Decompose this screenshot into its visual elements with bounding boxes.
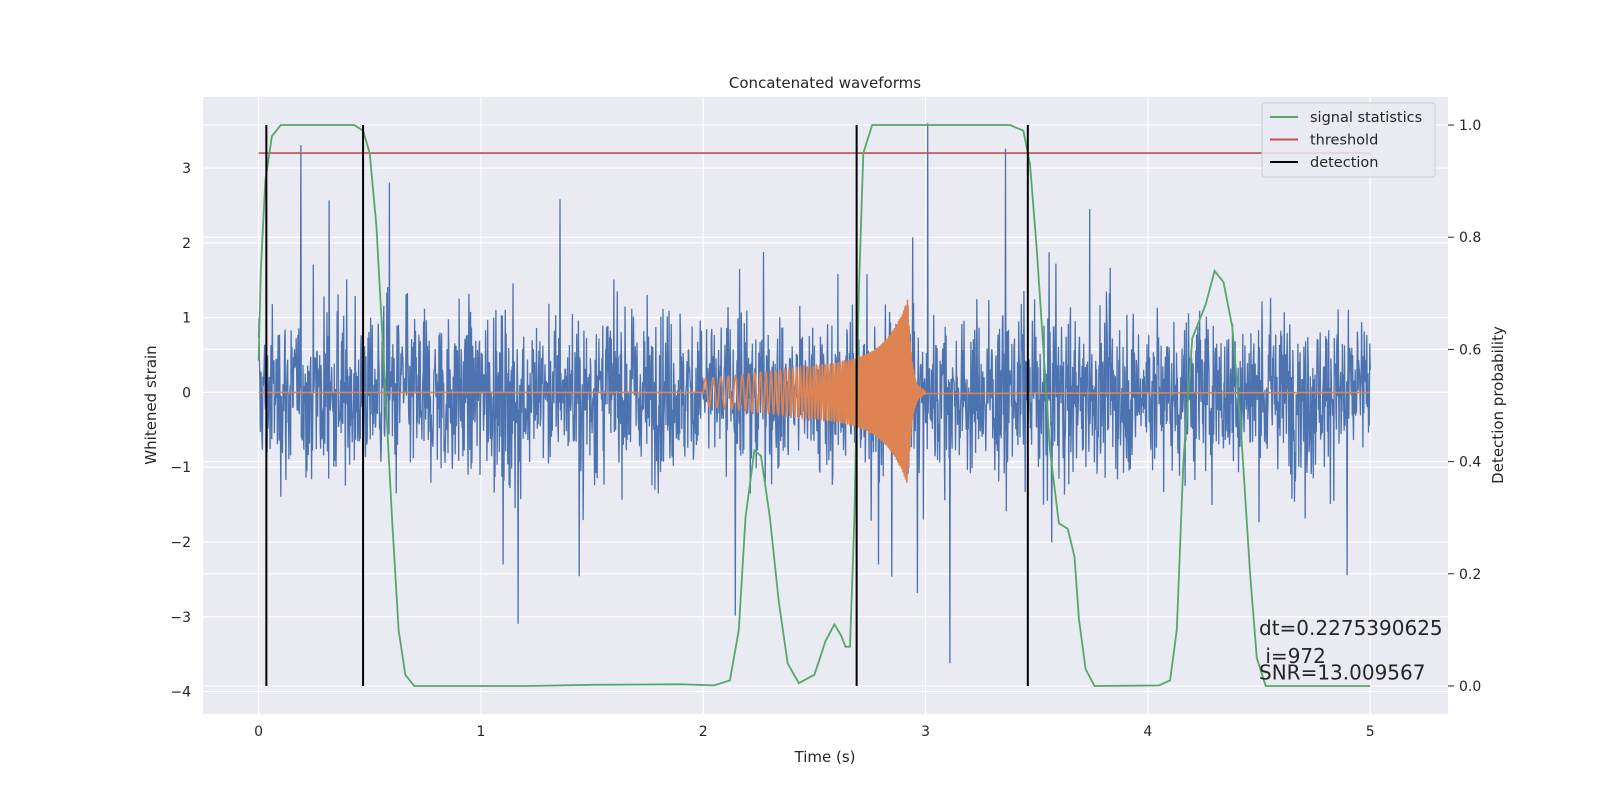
y-tick-label: 2 xyxy=(182,236,191,252)
annotation-text: i=972 xyxy=(1259,644,1326,668)
y2-tick-label: 1.0 xyxy=(1459,118,1481,134)
legend-box xyxy=(1261,102,1436,178)
series-layer xyxy=(257,123,1371,687)
y2-axis-label: Detection probability xyxy=(1489,326,1507,484)
x-tick-label: 3 xyxy=(921,724,930,740)
x-tick-label: 5 xyxy=(1366,724,1375,740)
legend-label: threshold xyxy=(1310,133,1378,149)
y2-tick-label: 0.0 xyxy=(1459,679,1481,695)
legend-label: signal statistics xyxy=(1310,110,1422,126)
y-tick-label: 1 xyxy=(182,311,191,327)
annotation-text: dt=0.2275390625 xyxy=(1259,616,1443,640)
legend-label: detection xyxy=(1310,155,1378,171)
y-tick-label: −4 xyxy=(170,685,191,701)
y2-tick-label: 0.8 xyxy=(1459,230,1481,246)
y-tick-label: 0 xyxy=(182,385,191,401)
y2-tick-label: 0.4 xyxy=(1459,455,1481,471)
legend: signal statistics threshold detection xyxy=(1261,102,1436,178)
y2-tick-label: 0.2 xyxy=(1459,567,1481,583)
chart-title: Concatenated waveforms xyxy=(729,74,921,92)
x-axis-label: Time (s) xyxy=(794,748,856,766)
y-axis-label: Whitened strain xyxy=(142,345,160,464)
y-tick-label: −1 xyxy=(170,460,191,476)
x-tick-label: 2 xyxy=(699,724,708,740)
y-tick-label: −2 xyxy=(170,535,191,551)
y-tick-label: −3 xyxy=(170,610,191,626)
x-tick-label: 0 xyxy=(254,724,263,740)
ticks-layer: 0 1 2 3 4 5 −4 −3 −2 −1 0 1 2 3 0.0 0.2 0.4 0.6 0.8 1.0 xyxy=(170,118,1481,740)
template-line xyxy=(258,299,1371,483)
y-tick-label: 3 xyxy=(182,161,191,177)
signal-statistics-line xyxy=(257,124,1371,687)
y2-tick-label: 0.6 xyxy=(1459,342,1481,358)
x-tick-label: 1 xyxy=(476,724,485,740)
x-tick-label: 4 xyxy=(1143,724,1152,740)
annotation-text: SNR=13.009567 xyxy=(1259,660,1425,684)
